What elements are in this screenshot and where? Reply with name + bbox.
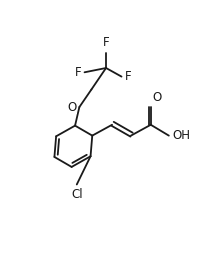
Text: OH: OH [172, 129, 190, 142]
Text: F: F [103, 37, 109, 49]
Text: O: O [153, 91, 162, 104]
Text: F: F [75, 66, 81, 79]
Text: Cl: Cl [71, 188, 83, 200]
Text: F: F [125, 70, 131, 83]
Text: O: O [67, 100, 76, 113]
